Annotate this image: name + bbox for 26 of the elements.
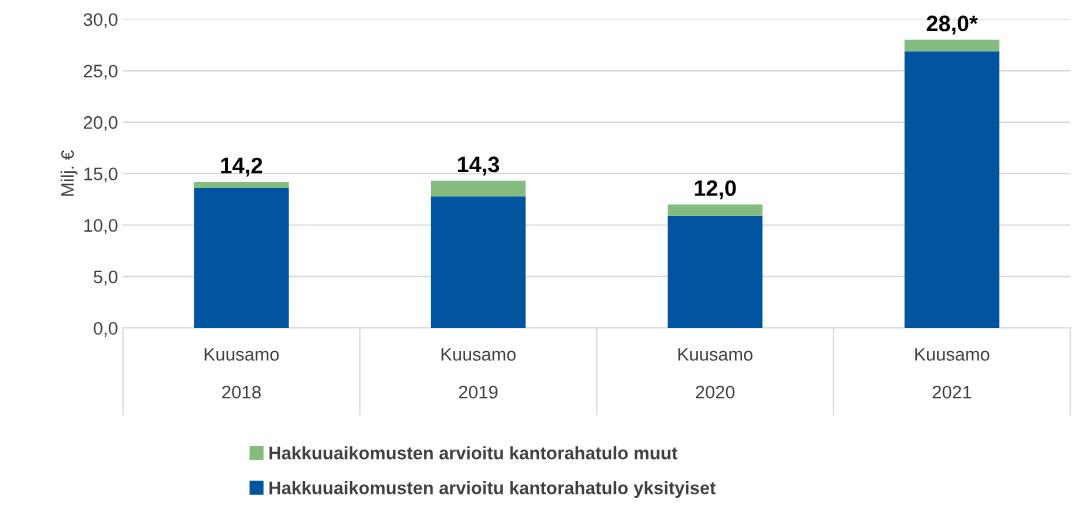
y-tick-label: 20,0 [83,116,118,132]
bar [194,188,289,329]
bar [904,51,1000,329]
y-tick-label: 30,0 [83,13,118,29]
y-tick-label: 0,0 [93,321,118,337]
total-label: 12,0 [694,180,736,200]
bar [667,204,763,216]
total-label: 14,3 [458,156,500,176]
bar [194,181,289,189]
y-tick-label: 10,0 [84,219,118,234]
y-tick-label: 15,0 [84,167,118,183]
y-tick-label: 5,0 [93,270,118,286]
legend-label: Hakkuuaikomusten arvioitu kantorahatulo muut [269,446,678,460]
bar [904,39,1000,52]
category-label: Kuusamo 2020 [678,348,753,399]
total-label: 28,0* [926,15,978,35]
category-label: Kuusamo 2018 [204,348,279,399]
bar [430,196,526,329]
total-label: 14,2 [221,157,263,177]
bar [667,215,763,329]
category-label: Kuusamo 2019 [441,348,516,399]
y-tick-label: 25,0 [83,64,118,80]
bar [430,180,526,197]
category-label: Kuusamo 2021 [915,348,990,399]
legend-label: Hakkuuaikomusten arvioitu kantorahatulo yksityiset [269,481,716,498]
y-axis-title: Milj. € [60,150,78,196]
